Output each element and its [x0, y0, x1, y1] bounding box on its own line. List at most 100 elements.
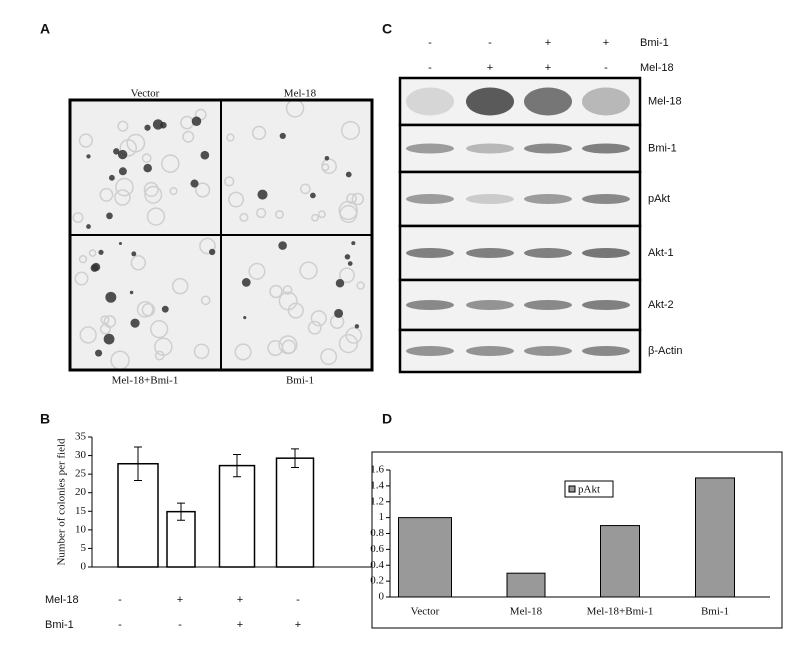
band [582, 143, 630, 154]
cell-ring [130, 255, 147, 271]
cell-ring [307, 320, 322, 335]
legend-label: pAkt [578, 484, 600, 496]
colony [324, 156, 330, 161]
y-tick-label: 30 [75, 449, 87, 461]
cell-ring [88, 249, 97, 257]
colony [279, 132, 286, 140]
colony [152, 119, 164, 130]
y-tick-label: 0.4 [370, 559, 384, 571]
cell-ring [171, 277, 189, 295]
cell-ring [282, 285, 293, 295]
cell-ring [115, 177, 134, 197]
band [466, 143, 514, 154]
cell-ring [346, 193, 357, 204]
cell-ring [226, 133, 235, 142]
legend-box [564, 480, 614, 498]
colony [144, 124, 151, 131]
cell-ring [239, 212, 249, 222]
band [466, 87, 514, 116]
sign: - [118, 619, 122, 631]
colony [257, 189, 268, 200]
band [524, 143, 572, 154]
cell-ring [141, 303, 156, 317]
cell-ring [251, 125, 267, 140]
cell-ring [74, 271, 89, 286]
row-label: Bmi-1 [45, 619, 74, 631]
cell-ring [150, 320, 169, 339]
micrograph [70, 235, 221, 370]
bar [275, 457, 315, 568]
cell-ring [193, 343, 210, 360]
colony [103, 333, 115, 345]
sign: + [237, 619, 243, 631]
cell-ring [114, 189, 131, 206]
colony [117, 149, 128, 160]
colony [105, 291, 117, 303]
colony [334, 308, 344, 318]
cell-ring [143, 181, 159, 198]
cell-ring [136, 300, 154, 318]
sign: + [545, 37, 551, 49]
band [524, 194, 572, 204]
band [582, 346, 630, 356]
band [524, 87, 572, 116]
micrographs [68, 98, 374, 372]
sign: - [428, 37, 432, 49]
y-tick-label: 1.4 [370, 479, 384, 491]
panel-letter: B [40, 411, 50, 427]
micrograph-label: Mel-18 [284, 88, 317, 100]
colony [86, 224, 91, 229]
y-axis-label: Number of colonies per field [56, 438, 68, 566]
cell-ring [234, 343, 252, 361]
y-tick-label: 1 [379, 511, 385, 523]
cell-ring [339, 267, 355, 284]
sign: + [603, 37, 609, 49]
error-bar [291, 448, 299, 468]
sign: + [545, 62, 551, 74]
band-label: β-Actin [648, 345, 682, 357]
y-tick-label: 10 [75, 523, 87, 535]
band [582, 248, 630, 258]
bar [398, 517, 452, 598]
colony [131, 251, 137, 257]
cell-ring [79, 326, 97, 344]
bar [600, 525, 640, 598]
sign: - [488, 37, 492, 49]
colony [241, 278, 251, 287]
y-tick-label: 0.2 [370, 575, 384, 587]
cell-ring [161, 154, 180, 173]
cell-ring [351, 192, 365, 206]
sign: - [604, 62, 608, 74]
cell-ring [200, 295, 211, 306]
cell-ring [144, 185, 163, 204]
colony [344, 254, 351, 260]
cell-ring [269, 284, 283, 299]
y-tick-label: 20 [75, 486, 87, 498]
cell-ring [356, 281, 365, 290]
colony [347, 261, 353, 266]
colony [345, 171, 352, 178]
band-label: Mel-18 [648, 95, 682, 107]
sign: + [295, 619, 301, 631]
cell-ring [141, 153, 152, 164]
colony [113, 148, 120, 155]
cell-ring [72, 212, 84, 224]
micrograph [221, 100, 372, 235]
cell-ring [310, 310, 327, 327]
band [406, 248, 454, 258]
cell-ring [99, 187, 114, 202]
y-tick-label: 15 [75, 505, 87, 517]
cell-ring [78, 254, 88, 264]
cell-ring [126, 133, 146, 153]
error-bar [134, 446, 142, 481]
x-tick-label: Vector [411, 606, 440, 618]
legend-swatch [568, 485, 576, 493]
cell-ring [338, 200, 358, 221]
cell-ring [321, 163, 330, 172]
micrograph-label: Bmi-1 [286, 375, 314, 387]
y-tick-label: 1.2 [370, 495, 384, 507]
colony [108, 174, 115, 181]
western-blot [398, 76, 642, 374]
cell-ring [146, 207, 166, 226]
